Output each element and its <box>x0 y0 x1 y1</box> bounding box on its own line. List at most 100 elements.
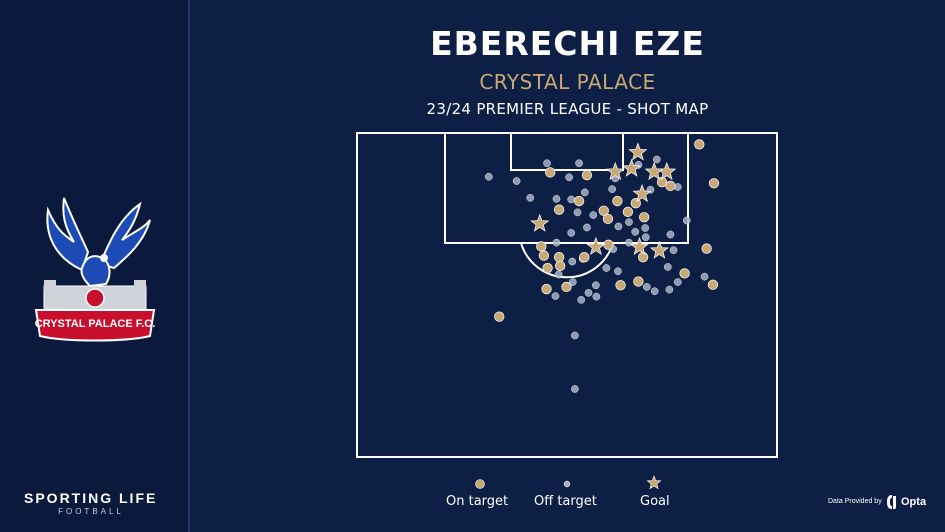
shot-off-target <box>652 155 661 164</box>
shot-on-target <box>541 283 552 295</box>
shot-off-target <box>571 331 579 340</box>
shot-on-target <box>622 206 634 217</box>
shot-on-target <box>665 180 676 192</box>
shot-off-target <box>614 222 623 231</box>
eagle-left-wing-icon <box>46 197 90 272</box>
data-provider-label: Data Provided by <box>828 498 882 505</box>
shot-on-target <box>581 169 593 181</box>
shot-on-target <box>707 279 719 290</box>
legend-off-target-label: Off target <box>534 494 597 509</box>
shot-on-target <box>639 212 650 223</box>
shot-off-target <box>568 257 577 266</box>
shot-on-target <box>553 204 565 215</box>
crest-banner <box>34 309 156 342</box>
shot-off-target <box>575 159 583 168</box>
shot-on-target <box>536 241 547 252</box>
legend-off-target-marker <box>563 480 571 488</box>
shot-off-target <box>673 278 682 286</box>
six-yard-box <box>510 132 624 171</box>
shot-on-target <box>708 178 720 189</box>
shot-off-target <box>567 195 576 204</box>
shot-off-target <box>565 173 573 182</box>
shot-off-target <box>625 238 633 247</box>
ball-icon <box>85 288 105 308</box>
shot-off-target <box>682 216 691 225</box>
shot-off-target <box>666 230 675 239</box>
penalty-arc <box>520 242 614 279</box>
shot-goal <box>632 184 652 203</box>
eagle-right-wing-icon <box>98 201 151 270</box>
shot-off-target <box>571 385 579 393</box>
shot-off-target <box>552 195 561 203</box>
shot-on-target <box>553 252 565 263</box>
shot-off-target <box>631 228 640 236</box>
shot-off-target <box>665 285 674 294</box>
shot-off-target <box>641 233 650 242</box>
shot-off-target <box>625 218 633 226</box>
legend-goal-marker <box>646 475 662 490</box>
shot-goal <box>586 236 606 256</box>
club-crest: CRYSTAL PALACE F.C. <box>34 197 156 342</box>
shot-on-target <box>494 311 505 322</box>
shot-on-target <box>633 276 644 287</box>
shot-goal <box>530 213 550 232</box>
shot-on-target <box>538 250 550 261</box>
eagle-body-icon <box>80 255 111 288</box>
shot-off-target <box>669 246 678 254</box>
shot-off-target <box>567 229 576 237</box>
shot-on-target <box>561 281 572 293</box>
shot-on-target <box>598 205 609 216</box>
shot-off-target <box>641 224 650 232</box>
shot-on-target <box>542 262 553 274</box>
legend-on-target-marker <box>475 479 485 489</box>
shot-off-target <box>650 287 659 296</box>
shot-off-target <box>664 263 672 271</box>
shot-on-target <box>694 139 705 150</box>
shot-on-target <box>602 213 614 225</box>
shot-on-target <box>679 268 690 279</box>
shot-off-target <box>583 223 591 232</box>
shot-off-target <box>700 272 709 281</box>
chart-title: EBERECHI EZE <box>430 24 705 63</box>
chart-caption: 23/24 PREMIER LEAGUE - SHOT MAP <box>426 100 709 118</box>
shot-off-target <box>573 208 582 217</box>
shot-off-target <box>577 296 585 304</box>
shot-off-target <box>589 211 598 219</box>
chart-subtitle: CRYSTAL PALACE <box>479 70 656 94</box>
shot-off-target <box>526 193 535 202</box>
shot-off-target <box>608 185 616 193</box>
sidebar: CRYSTAL PALACE F.C. SPORTING LIFE FOOTBA… <box>0 0 188 532</box>
shot-on-target <box>615 280 626 291</box>
data-provider-name: Opta <box>901 496 927 508</box>
shot-on-target <box>573 195 585 207</box>
shot-on-target <box>545 167 556 178</box>
shot-goal <box>644 161 664 181</box>
shot-goal <box>628 142 648 161</box>
shot-off-target <box>568 278 577 286</box>
legend-on-target-label: On target <box>446 494 509 509</box>
sidebar-divider <box>188 0 190 532</box>
opta-logo-icon <box>887 495 896 509</box>
shot-off-target <box>554 270 563 279</box>
shot-on-target <box>555 260 566 271</box>
shot-on-target <box>637 252 649 263</box>
shot-goal <box>622 158 642 177</box>
brand-logo: SPORTING LIFE <box>24 490 158 506</box>
legend-goal-label: Goal <box>640 494 670 509</box>
shot-off-target <box>592 292 601 301</box>
shot-on-target <box>603 239 614 250</box>
shot-on-target <box>612 195 623 207</box>
shot-off-target <box>643 283 651 291</box>
shot-goal <box>649 240 669 259</box>
crest-text: CRYSTAL PALACE F.C. <box>35 318 156 330</box>
shot-off-target <box>484 172 493 181</box>
shot-on-target <box>701 243 712 254</box>
shot-off-target <box>602 264 611 272</box>
shot-off-target <box>584 289 593 297</box>
shot-goal <box>629 236 649 256</box>
brand-subtitle: FOOTBALL <box>58 507 124 516</box>
shot-off-target <box>614 267 622 276</box>
shot-off-target <box>592 281 600 290</box>
